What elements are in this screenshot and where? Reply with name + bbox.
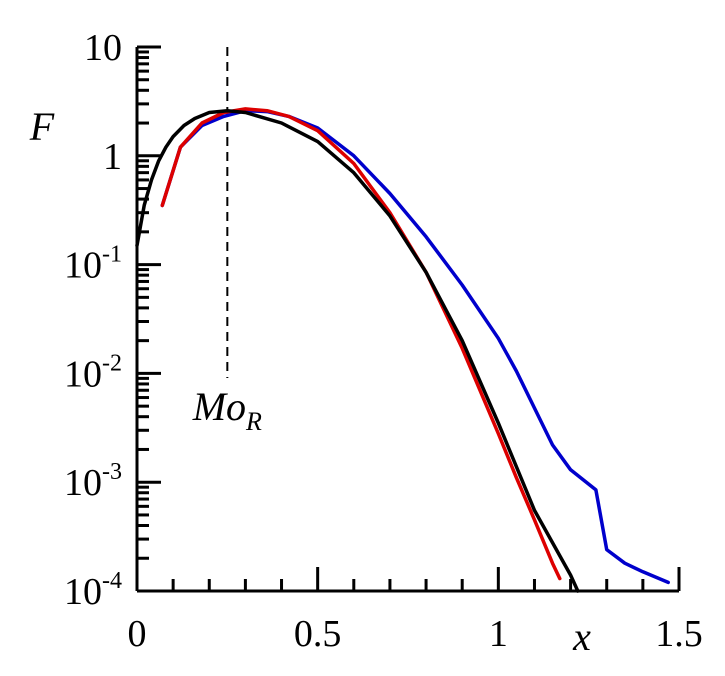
x-tick-label: 0 — [128, 613, 147, 655]
y-tick-label: 1 — [103, 136, 122, 178]
y-tick-label: 10-4 — [64, 568, 122, 613]
annotation-layer: MoR — [192, 47, 262, 436]
series-black-line — [135, 108, 580, 593]
x-tick-label: 1 — [489, 613, 508, 655]
series-red-line — [160, 107, 562, 581]
y-tick-label: 10 — [84, 27, 122, 69]
x-tick-label: 0.5 — [294, 613, 342, 655]
x-axis-title: x — [572, 614, 591, 659]
x-tick-label: 1.5 — [655, 613, 703, 655]
series-blue-line — [160, 108, 670, 585]
y-tick-label: 10-2 — [64, 350, 122, 395]
ticks — [135, 45, 681, 593]
series-layer — [135, 107, 670, 593]
y-axis-title: F — [29, 104, 55, 149]
labels: 10 1 10-1 10-2 10-3 10-40 0.5 1 1.5 x F — [29, 27, 703, 659]
y-tick-label: 10-3 — [64, 459, 122, 504]
y-tick-label: 10-1 — [64, 242, 122, 287]
mo-r-annotation: MoR — [192, 384, 262, 436]
